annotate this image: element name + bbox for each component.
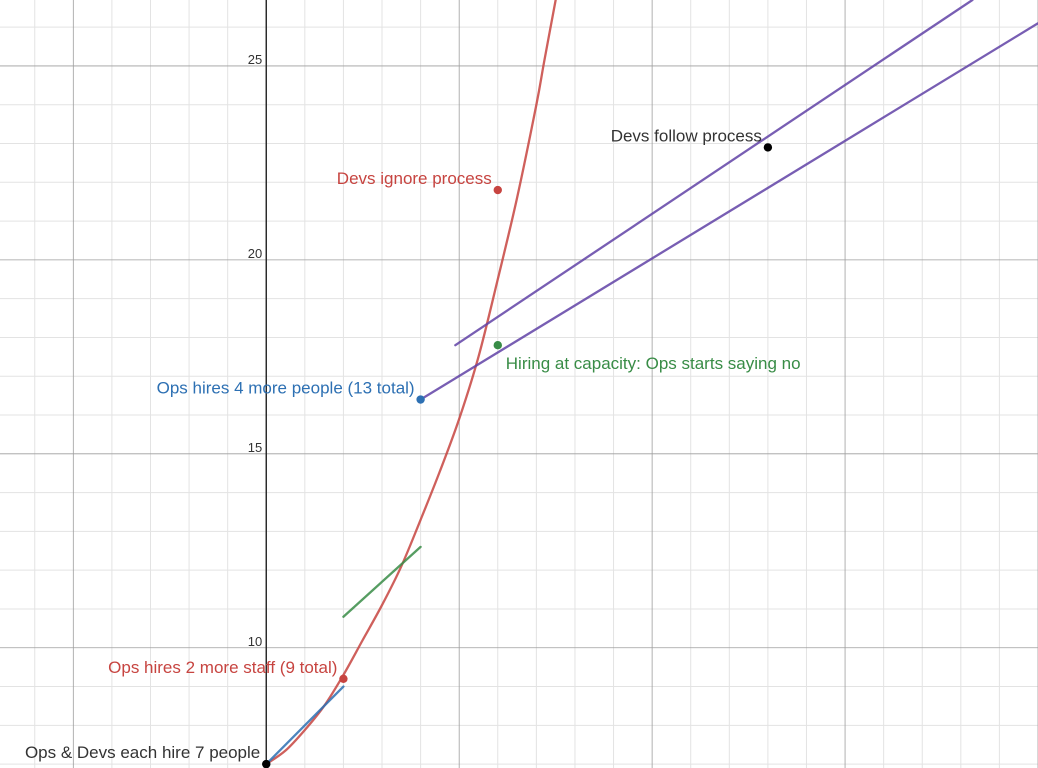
data-label: Devs follow process — [611, 126, 762, 145]
data-point — [493, 341, 502, 350]
data-point — [763, 143, 773, 152]
y-tick-labels: 10 15 20 25 — [248, 52, 262, 649]
series-line — [454, 0, 974, 347]
series-layer — [265, 0, 1038, 766]
data-label: Devs ignore process — [337, 169, 492, 188]
points-layer — [262, 143, 773, 768]
data-point — [416, 395, 425, 404]
y-tick-label: 20 — [248, 246, 262, 261]
data-point — [493, 185, 502, 195]
data-label: Hiring at capacity: Ops starts saying no — [506, 354, 801, 373]
y-tick-label: 15 — [248, 440, 262, 455]
series-line — [342, 545, 422, 618]
y-tick-label: 10 — [248, 634, 262, 649]
series-line — [265, 685, 345, 766]
data-point — [262, 759, 271, 768]
series-line — [419, 22, 1038, 401]
data-label: Ops & Devs each hire 7 people — [25, 743, 260, 762]
data-label: Ops hires 2 more staff (9 total) — [108, 658, 337, 677]
labels-layer: Ops & Devs each hire 7 people Ops hires 2… — [25, 126, 801, 762]
y-tick-label: 25 — [248, 52, 262, 67]
data-label: Ops hires 4 more people (13 total) — [157, 379, 415, 398]
data-point — [339, 674, 348, 683]
